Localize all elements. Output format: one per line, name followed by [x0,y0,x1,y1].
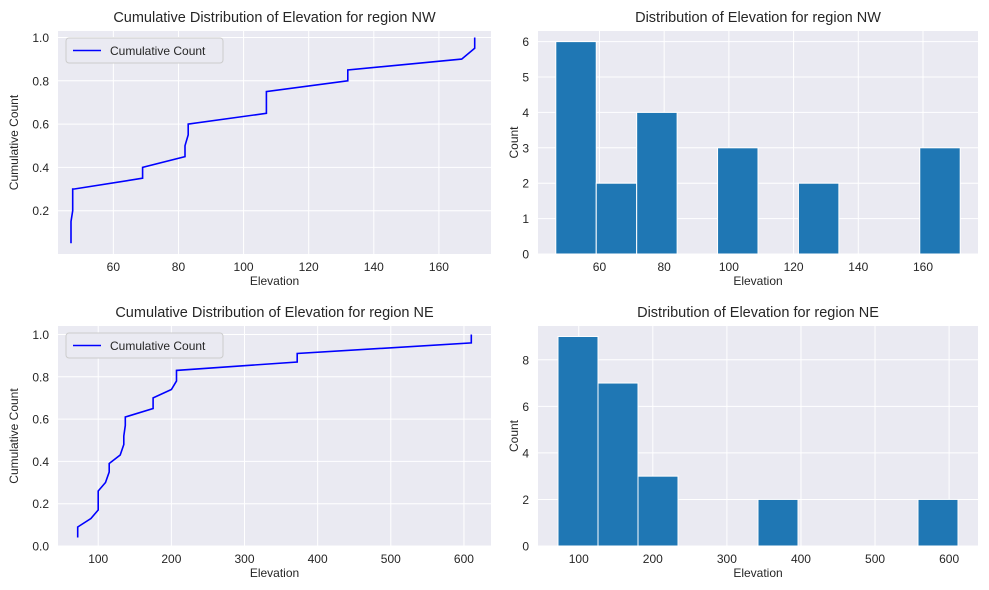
chart1-x-axis-label: Elevation [250,274,299,288]
chart2-y-tick-label: 2 [522,177,529,191]
chart3-y-tick-label: 0.0 [32,540,49,554]
chart2-title: Distribution of Elevation for region NW [635,10,881,26]
chart3-cumulative-line [76,334,473,538]
chart3-x-axis-label: Elevation [250,566,299,580]
chart1-plot-area [58,31,491,254]
chart4-x-tick-label: 600 [939,552,959,566]
chart2-y-tick-label: 0 [522,248,529,262]
chart3-legend-box [65,332,224,359]
chart1-x-tick-label: 140 [364,260,384,274]
chart2-bar-2 [636,111,678,255]
chart2-y-tick-label: 3 [522,141,529,155]
chart1-y-tick-label: 0.4 [32,161,49,175]
chart2-x-tick-label: 80 [657,260,671,274]
chart1-x-tick-label: 120 [299,260,319,274]
chart2-y-tick-label: 1 [522,212,529,226]
chart4-bar-1 [597,382,639,547]
chart4-title: Distribution of Elevation for region NE [637,305,879,321]
chart4-y-axis-label: Count [507,419,521,452]
chart2-bar-4 [717,147,759,255]
chart3-x-tick-label: 200 [161,552,181,566]
chart4-x-tick-label: 100 [569,552,589,566]
chart3-x-tick-label: 300 [234,552,254,566]
chart2-bar-6 [797,182,840,255]
chart1-x-tick-label: 80 [172,260,186,274]
chart2-x-tick-label: 120 [784,260,804,274]
chart2-x-tick-label: 140 [848,260,868,274]
chart1-x-tick-label: 160 [429,260,449,274]
chart3-y-tick-label: 0.2 [32,497,49,511]
chart2-bar-1 [595,182,638,255]
chart1-x-tick-label: 100 [234,260,254,274]
chart2-x-tick-label: 100 [719,260,739,274]
chart1-y-tick-label: 0.6 [32,118,49,132]
chart3-y-tick-label: 0.6 [32,413,49,427]
chart2-y-tick-label: 4 [522,106,529,120]
chart1-title: Cumulative Distribution of Elevation for… [113,10,436,26]
chart3-legend-label: Cumulative Count [110,339,206,353]
chart4-y-tick-label: 4 [522,446,529,460]
chart3-y-tick-label: 0.8 [32,370,49,384]
chart4-x-tick-label: 200 [643,552,663,566]
chart2-x-tick-label: 60 [593,260,607,274]
chart1-legend-box [65,37,224,64]
chart1-cumulative-line [70,37,476,244]
chart3-x-tick-label: 600 [454,552,474,566]
chart4-bar-2 [637,475,679,547]
chart4-x-tick-label: 300 [717,552,737,566]
chart1-legend-label: Cumulative Count [110,44,206,58]
chart3-title: Cumulative Distribution of Elevation for… [115,305,434,321]
chart2-y-axis-label: Count [507,126,521,159]
chart4-x-tick-label: 400 [791,552,811,566]
chart1-y-tick-label: 0.8 [32,74,49,88]
chart4-y-tick-label: 6 [522,400,529,414]
chart4-y-tick-label: 2 [522,493,529,507]
chart4-bar-0 [557,335,599,547]
chart1-y-tick-label: 1.0 [32,31,49,45]
chart3-x-tick-label: 400 [308,552,328,566]
chart2-bar-0 [555,41,597,255]
chart4-bar-5 [757,498,799,547]
chart3-y-tick-label: 0.4 [32,455,49,469]
chart3-y-axis-label: Cumulative Count [7,388,21,484]
chart3-plot-area [58,326,491,546]
chart2-bar-9 [919,147,961,255]
chart4-bar-9 [917,498,959,547]
chart2-y-tick-label: 5 [522,71,529,85]
chart4-y-tick-label: 0 [522,540,529,554]
chart1-y-axis-label: Cumulative Count [7,94,21,190]
chart3-x-tick-label: 100 [88,552,108,566]
chart3-x-tick-label: 500 [381,552,401,566]
chart3-y-tick-label: 1.0 [32,328,49,342]
chart1-y-tick-label: 0.2 [32,204,49,218]
chart2-x-tick-label: 160 [913,260,933,274]
chart4-y-tick-label: 8 [522,353,529,367]
chart4-x-tick-label: 500 [865,552,885,566]
chart4-x-axis-label: Elevation [733,566,782,580]
chart2-y-tick-label: 6 [522,35,529,49]
chart2-x-axis-label: Elevation [733,274,782,288]
chart1-x-tick-label: 60 [107,260,121,274]
